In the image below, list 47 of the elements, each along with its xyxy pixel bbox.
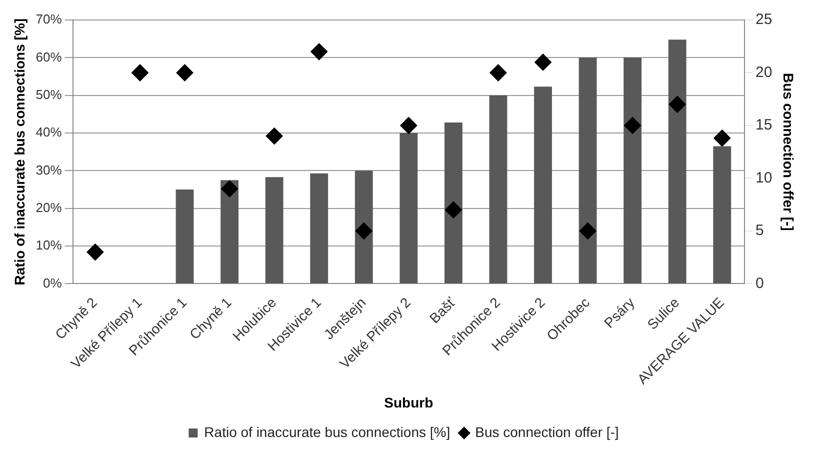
y2-tick-label: 15 [756, 116, 772, 134]
point [221, 180, 238, 198]
bar [534, 86, 552, 284]
y-tick-label: 10% [36, 238, 62, 253]
legend-label: Ratio of inaccurate bus connections [%] [204, 424, 450, 440]
bar [310, 173, 328, 284]
bar [578, 58, 597, 284]
y2-tick-label: 25 [756, 11, 772, 28]
y-tick-label: 40% [36, 124, 62, 140]
y2-tick-label: 0 [756, 274, 764, 292]
point [668, 96, 686, 113]
x-axis-title: Suburb [384, 394, 434, 410]
y-tick-label: 70% [36, 12, 62, 27]
bar [668, 40, 686, 284]
y-tick-label: 20% [36, 200, 62, 215]
y-tick-label: 60% [36, 49, 62, 64]
bar [489, 95, 508, 284]
bar [265, 177, 284, 284]
bar [354, 170, 373, 284]
bar [176, 190, 194, 284]
bar [444, 122, 462, 284]
point [579, 222, 596, 240]
point [86, 244, 104, 261]
y-axis-title: Ratio of inaccurate bus connections [%] [11, 18, 28, 286]
point [266, 128, 283, 145]
point [444, 201, 462, 218]
point [400, 116, 418, 134]
point [310, 43, 328, 60]
point [624, 116, 642, 134]
point [490, 64, 507, 82]
y2-tick-label: 5 [756, 222, 764, 240]
point [176, 64, 194, 82]
bar [624, 58, 642, 284]
y2-tick-label: 10 [756, 169, 772, 186]
bar [400, 133, 418, 284]
y2-tick-label: 20 [756, 64, 772, 81]
bar [220, 180, 239, 284]
point [131, 64, 148, 82]
point [355, 222, 372, 240]
point [714, 130, 731, 147]
bar [713, 146, 732, 284]
legend-label: Bus connection offer [-] [475, 424, 619, 440]
y-tick-label: 0% [43, 275, 62, 290]
y-tick-label: 50% [36, 86, 62, 102]
y2-axis-title: Bus connection offer [-] [780, 72, 797, 231]
y-tick-label: 30% [36, 162, 62, 178]
point [534, 54, 552, 71]
